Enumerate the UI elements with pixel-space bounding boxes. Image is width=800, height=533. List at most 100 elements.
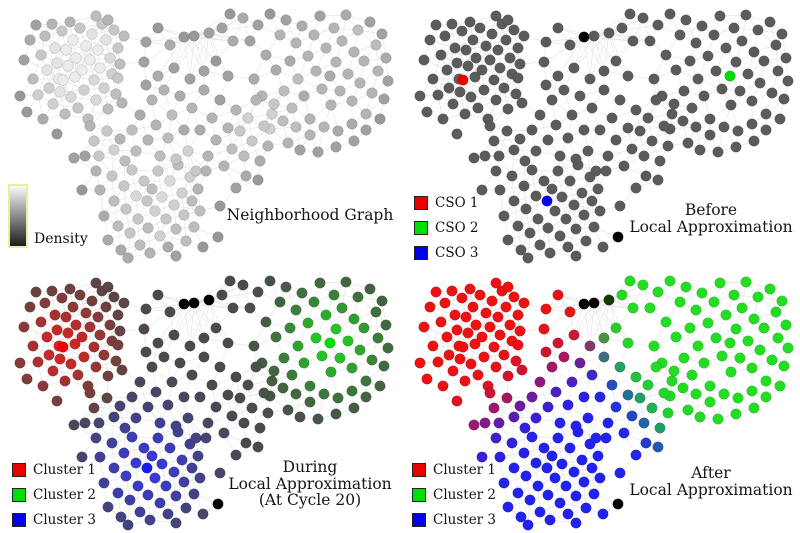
graph-node	[334, 352, 346, 364]
graph-node	[14, 90, 26, 102]
graph-node	[494, 62, 506, 74]
graph-node	[439, 30, 451, 42]
graph-node	[598, 84, 610, 96]
graph-node	[138, 323, 150, 335]
graph-node	[202, 417, 214, 429]
graph-node	[140, 79, 152, 91]
graph-node	[500, 34, 512, 46]
graph-node	[538, 442, 550, 454]
graph-node	[14, 357, 26, 369]
graph-node	[730, 408, 742, 420]
graph-node	[616, 289, 628, 301]
graph-node	[686, 369, 698, 381]
graph-node	[168, 466, 180, 478]
graph-node	[120, 470, 132, 482]
graph-node	[760, 108, 772, 120]
graph-node	[538, 323, 550, 335]
graph-node	[582, 145, 594, 157]
graph-node	[432, 89, 444, 101]
graph-node	[501, 125, 513, 137]
graph-node	[542, 134, 554, 146]
panel-after-approximation: Cluster 1 Cluster 2 Cluster 3 After Loca…	[400, 267, 800, 533]
graph-node	[446, 285, 458, 297]
graph-node	[348, 46, 360, 58]
graph-node	[486, 28, 498, 40]
legend-item-cso2: CSO 2	[414, 220, 479, 236]
graph-node	[304, 380, 316, 392]
graph-node	[603, 27, 615, 39]
graph-node	[94, 329, 106, 341]
graph-node	[597, 508, 609, 520]
graph-node	[670, 331, 682, 343]
graph-node	[214, 200, 226, 212]
graph-node	[626, 410, 638, 422]
graph-node	[248, 73, 260, 85]
graph-node	[544, 514, 556, 526]
graph-node	[660, 316, 672, 328]
graph-node	[644, 302, 656, 314]
graph-node	[447, 98, 459, 110]
graph-node	[578, 391, 590, 403]
graph-node	[686, 102, 698, 114]
graph-node	[69, 338, 81, 350]
graph-node	[648, 73, 660, 85]
graph-node	[312, 413, 324, 425]
graph-node	[68, 419, 80, 431]
cso2-label: CSO 2	[435, 220, 479, 236]
graph-node	[376, 295, 388, 307]
graph-node	[498, 82, 510, 94]
legend-item-cluster3: Cluster 3	[12, 512, 96, 528]
graph-node	[370, 39, 382, 51]
graph-node	[558, 351, 570, 363]
graph-node	[752, 291, 764, 303]
graph-node	[630, 182, 642, 194]
graph-node	[76, 184, 88, 196]
graph-node	[126, 391, 138, 403]
graph-node	[459, 375, 471, 387]
graph-node	[576, 454, 588, 466]
graph-node	[112, 42, 124, 54]
graph-node	[178, 391, 190, 403]
graph-node	[642, 112, 654, 124]
graph-node	[149, 472, 161, 484]
graph-node	[630, 371, 642, 383]
graph-node	[346, 362, 358, 374]
graph-node	[522, 252, 534, 264]
panel-title-line: (At Cycle 20)	[258, 491, 362, 509]
graph-node	[141, 195, 153, 207]
graph-node	[352, 291, 364, 303]
graph-node	[427, 73, 439, 85]
graph-node	[766, 87, 778, 99]
graph-node	[666, 375, 678, 387]
cluster2-label: Cluster 2	[33, 487, 97, 503]
graph-node	[352, 24, 364, 36]
graph-node	[504, 319, 516, 331]
graph-node	[108, 291, 120, 303]
graph-node	[260, 316, 272, 328]
graph-node	[598, 351, 610, 363]
graph-node	[304, 129, 316, 141]
graph-node	[490, 361, 502, 373]
graph-node	[108, 411, 120, 423]
graph-node	[210, 401, 222, 413]
graph-node	[258, 387, 270, 399]
graph-node	[634, 392, 646, 404]
graph-node	[447, 365, 459, 377]
cluster3-label: Cluster 3	[33, 512, 97, 528]
graph-node	[246, 135, 258, 147]
graph-node	[154, 230, 166, 242]
graph-node	[98, 82, 110, 94]
cluster1-swatch	[12, 463, 26, 477]
graph-node	[662, 407, 674, 419]
graph-node	[340, 9, 352, 21]
graph-node	[262, 140, 274, 152]
after-graph-svg	[414, 275, 794, 531]
graph-node	[418, 321, 430, 333]
graph-node	[114, 400, 126, 412]
graph-node	[51, 128, 63, 140]
graph-node	[150, 119, 162, 131]
graph-node	[41, 331, 53, 343]
graph-node	[132, 480, 144, 492]
graph-node	[562, 132, 574, 144]
graph-node	[214, 94, 226, 106]
